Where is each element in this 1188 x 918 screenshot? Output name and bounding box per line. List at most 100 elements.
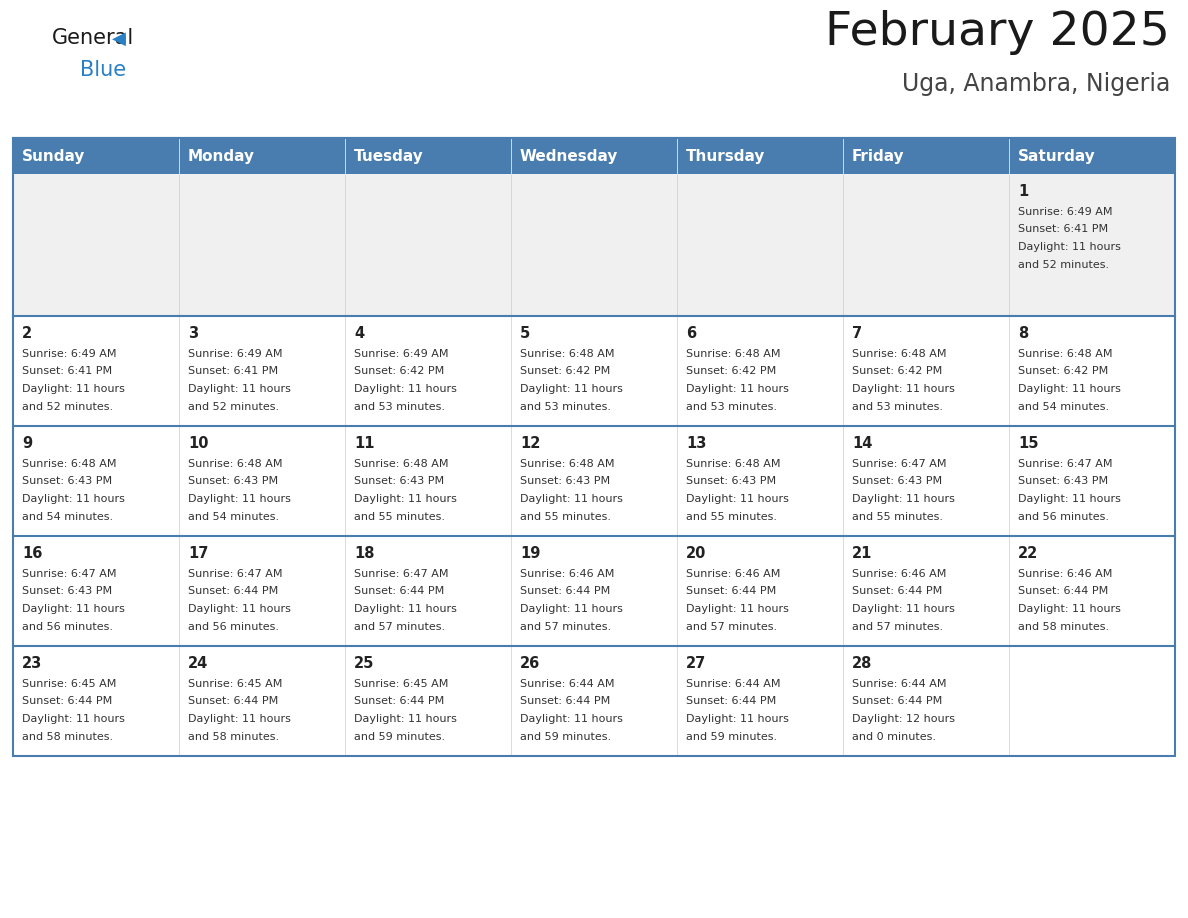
Text: Sunrise: 6:44 AM: Sunrise: 6:44 AM [852, 679, 947, 689]
Text: Tuesday: Tuesday [354, 149, 424, 163]
Text: Sunset: 6:41 PM: Sunset: 6:41 PM [188, 366, 278, 376]
Bar [179, 138, 345, 174]
Text: Daylight: 11 hours: Daylight: 11 hours [852, 494, 955, 504]
Text: Daylight: 11 hours: Daylight: 11 hours [354, 494, 457, 504]
Text: February 2025: February 2025 [826, 10, 1170, 55]
Text: Daylight: 11 hours: Daylight: 11 hours [1018, 242, 1120, 252]
Text: 3: 3 [188, 326, 198, 341]
Text: 15: 15 [1018, 436, 1038, 451]
Text: Daylight: 11 hours: Daylight: 11 hours [188, 384, 291, 394]
Text: 16: 16 [23, 546, 43, 561]
Text: and 52 minutes.: and 52 minutes. [23, 401, 113, 411]
Text: and 56 minutes.: and 56 minutes. [188, 621, 279, 632]
Bar [345, 536, 511, 646]
Text: 7: 7 [852, 326, 862, 341]
Text: Sunrise: 6:48 AM: Sunrise: 6:48 AM [354, 459, 449, 469]
Text: Daylight: 11 hours: Daylight: 11 hours [852, 384, 955, 394]
Bar [511, 138, 677, 174]
Text: Sunrise: 6:47 AM: Sunrise: 6:47 AM [23, 569, 116, 579]
Text: Daylight: 11 hours: Daylight: 11 hours [685, 384, 789, 394]
Text: 28: 28 [852, 656, 872, 671]
Text: Sunset: 6:44 PM: Sunset: 6:44 PM [685, 697, 776, 707]
Text: Daylight: 11 hours: Daylight: 11 hours [354, 384, 457, 394]
Bar [179, 426, 345, 536]
Bar [179, 174, 345, 316]
Text: Sunset: 6:43 PM: Sunset: 6:43 PM [685, 476, 776, 487]
Text: Daylight: 11 hours: Daylight: 11 hours [1018, 604, 1120, 614]
Text: Sunset: 6:44 PM: Sunset: 6:44 PM [354, 587, 444, 597]
Text: Sunrise: 6:44 AM: Sunrise: 6:44 AM [520, 679, 614, 689]
Bar [179, 316, 345, 426]
Text: Daylight: 11 hours: Daylight: 11 hours [23, 604, 125, 614]
Bar [13, 138, 1175, 756]
Text: Sunset: 6:43 PM: Sunset: 6:43 PM [23, 476, 112, 487]
Bar [843, 536, 1009, 646]
Text: 14: 14 [852, 436, 872, 451]
Bar [13, 646, 179, 756]
Text: and 59 minutes.: and 59 minutes. [685, 732, 777, 742]
Text: 27: 27 [685, 656, 706, 671]
Text: Wednesday: Wednesday [520, 149, 619, 163]
Text: 12: 12 [520, 436, 541, 451]
Text: Daylight: 11 hours: Daylight: 11 hours [1018, 384, 1120, 394]
Bar [843, 174, 1009, 316]
Text: 26: 26 [520, 656, 541, 671]
Text: and 53 minutes.: and 53 minutes. [685, 401, 777, 411]
Text: Daylight: 11 hours: Daylight: 11 hours [354, 604, 457, 614]
Text: Daylight: 11 hours: Daylight: 11 hours [852, 604, 955, 614]
Text: 8: 8 [1018, 326, 1029, 341]
Bar [345, 646, 511, 756]
Text: and 55 minutes.: and 55 minutes. [685, 511, 777, 521]
Text: Sunset: 6:43 PM: Sunset: 6:43 PM [188, 476, 278, 487]
Text: Sunrise: 6:48 AM: Sunrise: 6:48 AM [852, 349, 947, 359]
Bar [677, 138, 843, 174]
Text: 6: 6 [685, 326, 696, 341]
Bar [843, 426, 1009, 536]
Text: and 59 minutes.: and 59 minutes. [354, 732, 446, 742]
Text: Sunrise: 6:47 AM: Sunrise: 6:47 AM [354, 569, 449, 579]
Text: and 57 minutes.: and 57 minutes. [354, 621, 446, 632]
Text: Sunrise: 6:49 AM: Sunrise: 6:49 AM [354, 349, 449, 359]
Bar [511, 174, 677, 316]
Text: 13: 13 [685, 436, 707, 451]
Text: and 58 minutes.: and 58 minutes. [23, 732, 113, 742]
Text: 2: 2 [23, 326, 32, 341]
Text: Sunset: 6:44 PM: Sunset: 6:44 PM [354, 697, 444, 707]
Text: and 54 minutes.: and 54 minutes. [1018, 401, 1110, 411]
Text: Sunrise: 6:48 AM: Sunrise: 6:48 AM [520, 349, 614, 359]
Bar [345, 174, 511, 316]
Text: and 55 minutes.: and 55 minutes. [520, 511, 611, 521]
Text: Sunrise: 6:44 AM: Sunrise: 6:44 AM [685, 679, 781, 689]
Text: and 58 minutes.: and 58 minutes. [1018, 621, 1110, 632]
Text: Daylight: 11 hours: Daylight: 11 hours [520, 714, 623, 724]
Text: Sunset: 6:41 PM: Sunset: 6:41 PM [1018, 225, 1108, 234]
Text: and 57 minutes.: and 57 minutes. [520, 621, 611, 632]
Text: Sunset: 6:44 PM: Sunset: 6:44 PM [520, 697, 611, 707]
Bar [843, 138, 1009, 174]
Text: Daylight: 11 hours: Daylight: 11 hours [1018, 494, 1120, 504]
Text: Sunset: 6:44 PM: Sunset: 6:44 PM [188, 587, 278, 597]
Text: Sunset: 6:43 PM: Sunset: 6:43 PM [1018, 476, 1108, 487]
Text: and 52 minutes.: and 52 minutes. [1018, 260, 1110, 270]
Bar [511, 646, 677, 756]
Text: Sunrise: 6:49 AM: Sunrise: 6:49 AM [23, 349, 116, 359]
Text: Daylight: 12 hours: Daylight: 12 hours [852, 714, 955, 724]
Text: 5: 5 [520, 326, 530, 341]
Text: Sunrise: 6:49 AM: Sunrise: 6:49 AM [188, 349, 283, 359]
Text: and 56 minutes.: and 56 minutes. [23, 621, 113, 632]
Text: Sunset: 6:43 PM: Sunset: 6:43 PM [852, 476, 942, 487]
Text: 9: 9 [23, 436, 32, 451]
Bar [677, 316, 843, 426]
Text: Sunset: 6:42 PM: Sunset: 6:42 PM [354, 366, 444, 376]
Text: 21: 21 [852, 546, 872, 561]
Text: Thursday: Thursday [685, 149, 765, 163]
Text: Sunrise: 6:47 AM: Sunrise: 6:47 AM [1018, 459, 1112, 469]
Bar [677, 646, 843, 756]
Bar [511, 426, 677, 536]
Text: Sunday: Sunday [23, 149, 86, 163]
Text: and 52 minutes.: and 52 minutes. [188, 401, 279, 411]
Bar [13, 426, 179, 536]
Text: Sunrise: 6:45 AM: Sunrise: 6:45 AM [23, 679, 116, 689]
Bar [677, 536, 843, 646]
Text: 1: 1 [1018, 184, 1029, 199]
